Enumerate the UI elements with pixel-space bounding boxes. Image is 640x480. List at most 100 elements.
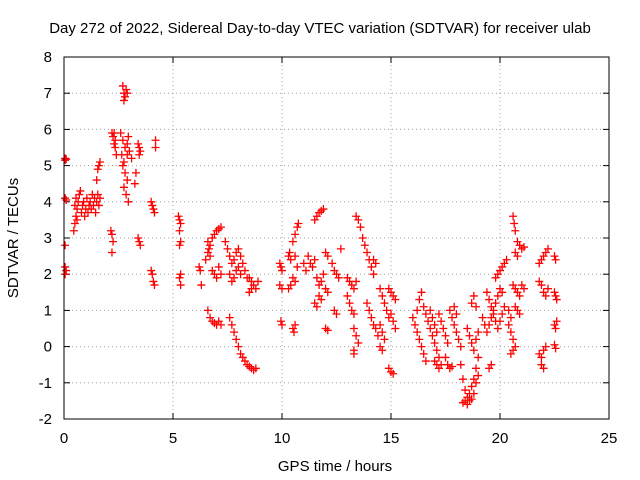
data-point [216, 270, 225, 279]
data-point [232, 335, 241, 344]
data-point [469, 291, 478, 300]
data-point [278, 266, 286, 275]
data-point [487, 360, 496, 369]
data-point [519, 284, 528, 293]
data-point [550, 252, 559, 261]
data-point [485, 295, 494, 304]
data-point [196, 266, 205, 275]
data-point [363, 248, 372, 257]
data-point [119, 157, 128, 166]
x-axis-label: GPS time / hours [278, 458, 392, 475]
y-axis-label: SDTVAR / TECUs [5, 178, 22, 298]
data-point [227, 320, 236, 329]
data-point [506, 328, 515, 337]
data-point [419, 349, 428, 358]
data-point [275, 259, 284, 268]
data-point [467, 395, 476, 404]
data-point [225, 252, 234, 261]
data-point [510, 219, 519, 228]
data-point [151, 136, 160, 145]
data-point [432, 328, 441, 337]
data-point [334, 273, 343, 282]
y-tick-label: -2 [39, 411, 52, 428]
data-point [472, 335, 481, 344]
data-point [539, 364, 548, 373]
data-point [552, 295, 561, 304]
data-point [212, 273, 221, 282]
data-point [482, 328, 491, 337]
data-point [506, 313, 515, 322]
data-point [95, 194, 104, 203]
data-point [225, 313, 234, 322]
data-point [131, 168, 140, 177]
data-point [380, 299, 389, 308]
data-point [519, 243, 528, 252]
data-point [106, 226, 115, 235]
data-point [426, 306, 435, 315]
data-point [73, 215, 82, 224]
data-point [502, 255, 511, 264]
data-point [122, 190, 131, 199]
data-point [349, 349, 358, 358]
data-point [472, 364, 481, 373]
data-point [513, 252, 522, 261]
data-point [550, 288, 559, 297]
data-point [175, 241, 184, 250]
data-point [135, 143, 144, 152]
data-point [118, 161, 127, 170]
data-point [515, 291, 524, 300]
data-point [443, 338, 452, 347]
data-point [421, 357, 430, 366]
data-point [234, 244, 243, 253]
data-point [469, 375, 478, 384]
data-point [109, 237, 118, 246]
data-point [543, 284, 552, 293]
data-point [291, 320, 300, 329]
data-point [122, 85, 131, 94]
data-point [380, 335, 389, 344]
data-point [363, 299, 372, 308]
data-point [467, 382, 476, 391]
data-point [148, 270, 157, 279]
data-point [458, 375, 467, 384]
data-point [319, 205, 328, 214]
data-point [216, 320, 225, 329]
data-point [378, 346, 387, 355]
data-point [304, 252, 313, 261]
data-point [424, 317, 433, 326]
data-point [118, 136, 127, 145]
data-point [119, 96, 128, 105]
data-point [541, 342, 550, 351]
data-point [234, 342, 243, 351]
data-point [504, 320, 513, 329]
y-tick-label: 7 [44, 85, 52, 102]
data-point [485, 320, 494, 329]
data-point [515, 310, 524, 319]
data-point [147, 266, 156, 275]
data-point [94, 201, 103, 210]
data-point [493, 291, 502, 300]
data-point [463, 400, 472, 409]
y-tick-label: 0 [44, 339, 52, 356]
data-point [61, 241, 70, 250]
data-point [428, 331, 437, 340]
x-tick-label: 20 [492, 430, 509, 447]
data-point [61, 270, 70, 279]
data-point [504, 306, 513, 315]
data-point [61, 156, 70, 165]
x-tick-label: 5 [169, 430, 177, 447]
data-point [230, 273, 239, 282]
data-point [230, 255, 239, 264]
data-point [498, 310, 507, 319]
data-point [365, 306, 374, 315]
data-point [472, 302, 481, 311]
data-point [450, 320, 459, 329]
data-point [474, 371, 483, 380]
data-point [71, 212, 80, 221]
data-point [107, 248, 116, 257]
data-point [91, 208, 100, 217]
data-point [221, 237, 230, 246]
data-point [551, 291, 560, 300]
data-point [293, 262, 302, 271]
data-point [323, 326, 332, 335]
